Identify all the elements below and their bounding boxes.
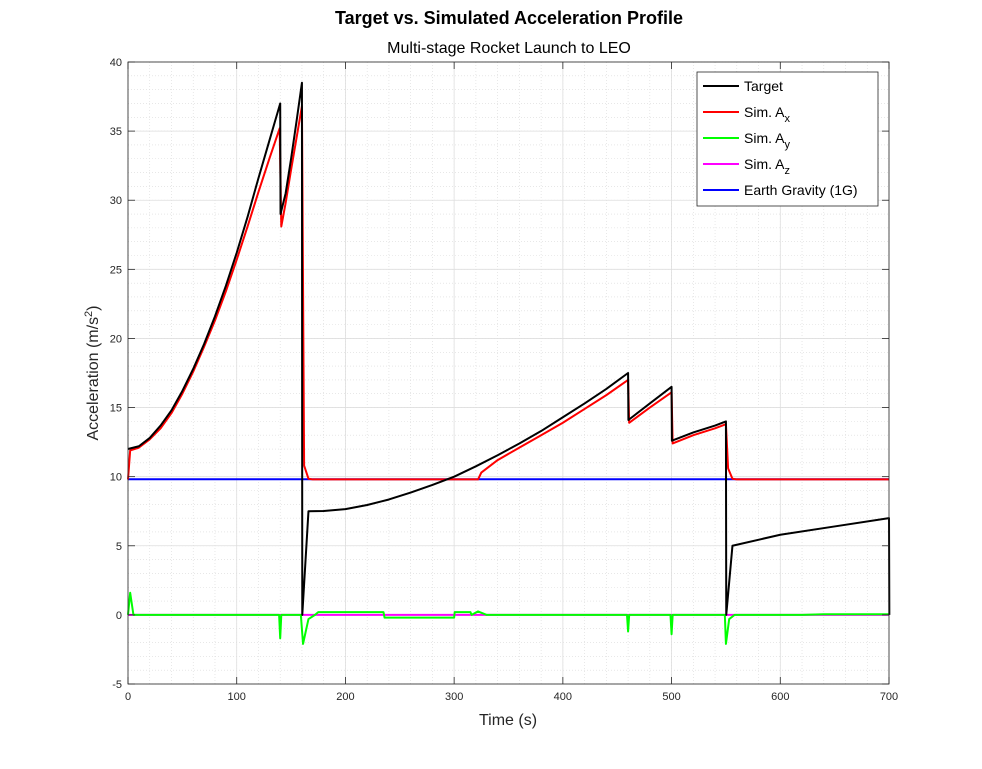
y-tick-labels: -5 0 5 10 15 20 25 30 35 40 [110,57,122,691]
x-tick-label: 600 [771,691,789,703]
legend-label-sim-ay: Sim. Ay [744,130,790,151]
y-tick-label: 25 [110,264,122,276]
x-tick-label: 500 [662,691,680,703]
legend-label-target: Target [744,78,783,94]
x-tick-labels: 0 100 200 300 400 500 600 700 [125,691,898,703]
legend-label-text: Sim. A [744,156,785,172]
y-axis-label-base: Acceleration (m/s [85,317,102,441]
x-tick-label: 0 [125,691,131,703]
legend-label-sim-az: Sim. Az [744,156,790,177]
y-tick-label: 40 [110,57,122,69]
y-axis-label-sup: 2 [83,311,95,317]
legend-label-subscript: z [784,165,790,177]
axes-frame [127,61,890,685]
y-tick-label: 30 [110,195,122,207]
x-tick-label: 200 [336,691,354,703]
legend-label-text: Sim. A [744,130,785,146]
y-axis-label: Acceleration (m/s2) [83,305,102,440]
tick-marks [127,61,890,685]
legend-label-sim-ax: Sim. Ax [744,104,790,125]
series-line-sim-ay [127,591,889,645]
y-tick-label: 0 [116,610,122,622]
x-tick-label: 100 [228,691,246,703]
x-axis-label: Time (s) [479,712,537,729]
y-axis-label-tail: ) [85,305,102,310]
y-tick-label: -5 [112,679,122,691]
series-line-target [127,81,891,616]
legend-label-subscript: y [784,139,790,151]
y-tick-label: 35 [110,126,122,138]
y-tick-label: 20 [110,333,122,345]
y-tick-label: 5 [116,541,122,553]
chart-subtitle: Multi-stage Rocket Launch to LEO [387,40,631,57]
legend-label-text: Earth Gravity (1G) [744,182,858,198]
legend-label-subscript: x [784,113,790,125]
x-tick-label: 400 [554,691,572,703]
y-tick-label: 15 [110,403,122,415]
x-tick-label: 300 [445,691,463,703]
y-tick-label: 10 [110,472,122,484]
legend-label-text: Target [744,78,783,94]
chart-title: Target vs. Simulated Acceleration Profil… [335,8,683,28]
series-layer [127,81,891,645]
x-tick-label: 700 [880,691,898,703]
legend-label-text: Sim. A [744,104,785,120]
legend-label-earth-gravity-1g: Earth Gravity (1G) [744,182,858,198]
